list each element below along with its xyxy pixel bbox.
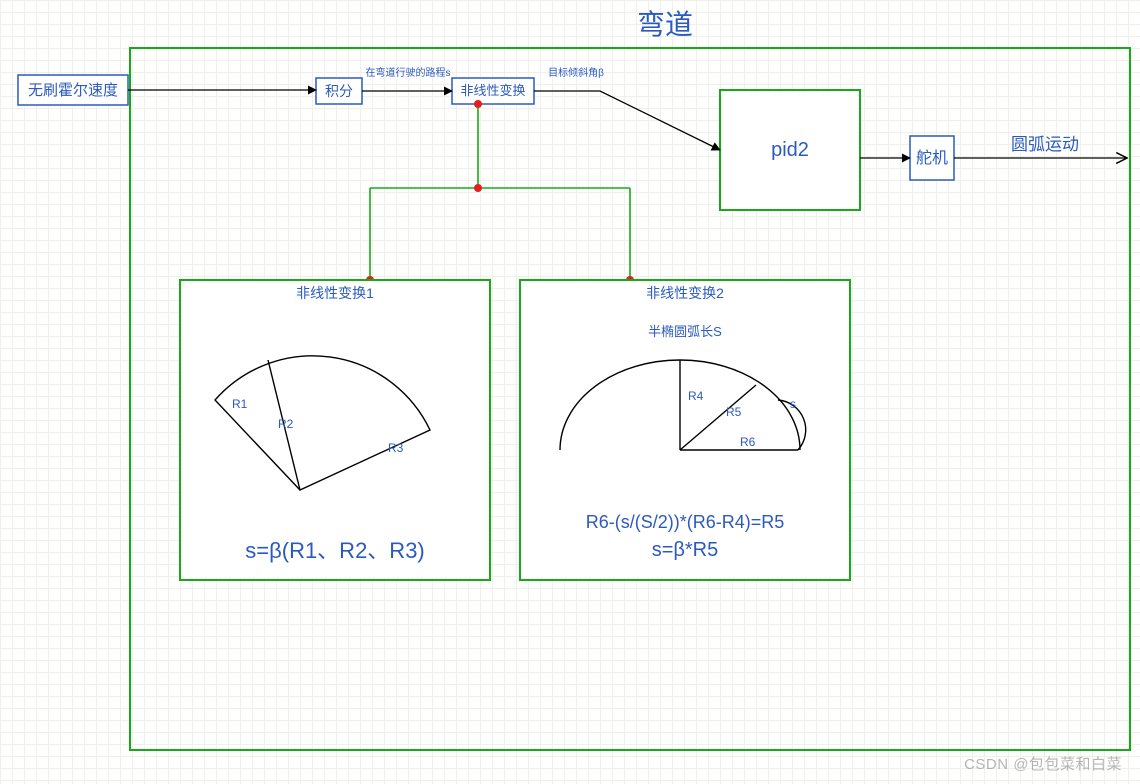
svg-text:无刷霍尔速度: 无刷霍尔速度 — [28, 82, 118, 99]
diagram-title: 弯道 — [637, 9, 693, 40]
svg-text:非线性变换1: 非线性变换1 — [296, 285, 374, 301]
node-input: 无刷霍尔速度 — [18, 75, 128, 105]
diagram-canvas: 弯道 无刷霍尔速度 积分 非线性变换 pid2 舵机 圆弧运动 在弯道行驶的路程… — [0, 0, 1140, 784]
svg-text:R5: R5 — [726, 405, 742, 419]
svg-text:s: s — [790, 397, 796, 411]
edge-nonlinear-pid2 — [534, 91, 720, 150]
node-pid2: pid2 — [720, 90, 860, 210]
watermark: CSDN @包包菜和白菜 — [964, 753, 1122, 774]
svg-text:舵机: 舵机 — [916, 149, 948, 167]
svg-text:R6: R6 — [740, 435, 756, 449]
edge-label-target-b: 目标倾斜角β — [548, 66, 604, 79]
svg-text:s=β*R5: s=β*R5 — [652, 539, 719, 561]
svg-text:R3: R3 — [388, 441, 404, 455]
svg-text:R6-(s/(S/2))*(R6-R4)=R5: R6-(s/(S/2))*(R6-R4)=R5 — [586, 512, 785, 532]
svg-text:积分: 积分 — [325, 83, 353, 99]
svg-text:s=β(R1、R2、R3): s=β(R1、R2、R3) — [245, 538, 425, 563]
node-servo: 舵机 — [910, 136, 954, 180]
svg-text:R4: R4 — [688, 389, 704, 403]
svg-text:pid2: pid2 — [771, 139, 809, 161]
svg-text:非线性变换2: 非线性变换2 — [646, 285, 724, 301]
svg-text:R2: R2 — [278, 417, 294, 431]
node-integral: 积分 — [316, 78, 362, 104]
svg-text:R1: R1 — [232, 397, 248, 411]
svg-text:半椭圆弧长S: 半椭圆弧长S — [648, 324, 722, 339]
panel-nonlinear-1: 非线性变换1 R1 R2 R3 s=β(R1、R2、R3) — [180, 280, 490, 580]
feedback-branch — [370, 104, 630, 280]
junction-dots — [366, 100, 634, 284]
svg-text:非线性变换: 非线性变换 — [460, 83, 525, 98]
output-label: 圆弧运动 — [1011, 135, 1079, 154]
node-nonlinear: 非线性变换 — [452, 78, 534, 104]
panel-nonlinear-2: 非线性变换2 半椭圆弧长S R4 R5 R6 s R6-(s/(S/2))*(R… — [520, 280, 850, 580]
edge-label-path-s: 在弯道行驶的路程s — [366, 66, 451, 79]
